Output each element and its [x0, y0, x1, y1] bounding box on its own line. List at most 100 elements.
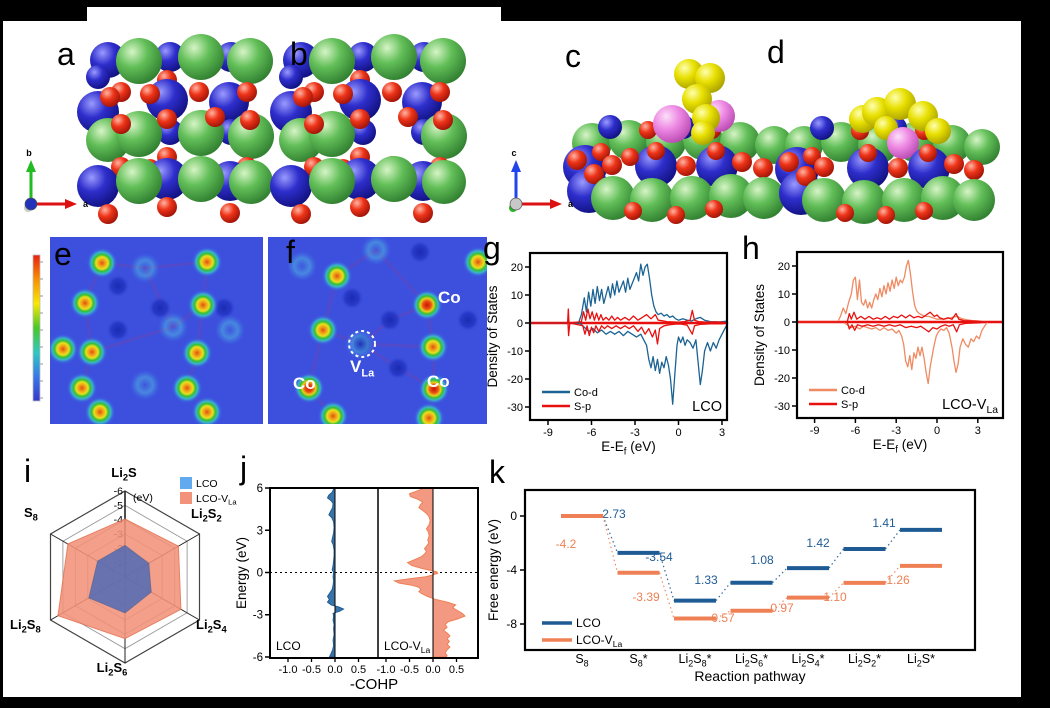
radar-chart: -1-2-3-4-5-6(eV)Li2SLi2S2Li2S4Li2S6Li2S8…: [10, 465, 237, 677]
structure-a: [77, 34, 274, 224]
panel-letter-b: b: [290, 36, 308, 72]
svg-text:0.0: 0.0: [327, 664, 342, 676]
svg-text:E-Ef (eV): E-Ef (eV): [873, 437, 927, 456]
svg-text:-COHP: -COHP: [350, 676, 398, 693]
svg-text:0: 0: [510, 509, 517, 523]
svg-text:S8: S8: [24, 505, 38, 522]
svg-text:-2.73: -2.73: [598, 507, 626, 521]
svg-text:Density of States: Density of States: [752, 284, 767, 386]
svg-text:3: 3: [719, 427, 725, 439]
svg-text:3: 3: [975, 425, 981, 437]
co-label-bottom-left: Co: [293, 374, 316, 393]
svg-text:-10: -10: [774, 345, 790, 357]
panel-letter-f: f: [286, 234, 295, 270]
svg-text:0.0: 0.0: [425, 664, 440, 676]
svg-text:Density of States: Density of States: [485, 285, 500, 387]
svg-text:Li2S8*: Li2S8*: [679, 652, 712, 668]
co-label-bottom-right: Co: [427, 372, 450, 391]
svg-text:Li2S2: Li2S2: [191, 506, 222, 523]
panel-letter-e: e: [54, 236, 72, 272]
svg-text:-9: -9: [543, 427, 553, 439]
panel-letter-j: j: [240, 450, 248, 486]
axis-triad-ca: ca: [509, 148, 574, 212]
svg-text:-30: -30: [507, 402, 523, 414]
free-energy-diagram: 0 -4 -8 -2.73 -3.54 1.33 1.08 1.42 1.41 -4.2 -3.39…: [486, 488, 977, 684]
panel-letter-g: g: [483, 230, 501, 266]
svg-text:a: a: [568, 199, 574, 209]
svg-text:Li2S2*: Li2S2*: [848, 652, 881, 668]
svg-text:1.41: 1.41: [872, 516, 896, 530]
svg-text:0.5: 0.5: [449, 664, 464, 676]
svg-text:-3: -3: [891, 425, 901, 437]
svg-text:a: a: [83, 199, 89, 209]
svg-text:Li2S8: Li2S8: [10, 617, 41, 634]
panel-letter-c: c: [565, 38, 581, 74]
svg-text:-6: -6: [253, 652, 263, 664]
svg-text:Free energy (eV): Free energy (eV): [486, 519, 501, 621]
svg-text:-5: -5: [114, 500, 123, 512]
svg-text:-20: -20: [774, 373, 790, 385]
svg-text:-4.2: -4.2: [556, 537, 577, 551]
svg-text:S-p: S-p: [574, 401, 591, 413]
svg-text:(eV): (eV): [133, 492, 153, 504]
svg-text:0: 0: [517, 318, 523, 330]
svg-text:0.57: 0.57: [711, 611, 735, 625]
svg-text:1.42: 1.42: [806, 536, 830, 550]
cohp-plot: -1.0 -0.5 0.0 0.5 LCO -1.0 -0.5 0.0 0.5 LCO-VLa -6…: [234, 483, 479, 693]
svg-text:-0.5: -0.5: [302, 664, 321, 676]
svg-text:-6: -6: [114, 486, 123, 498]
crystal-structures: [77, 34, 1000, 224]
svg-text:Li2S: Li2S: [111, 465, 137, 482]
heatmap-e: [50, 237, 263, 424]
svg-text:-0.5: -0.5: [400, 664, 419, 676]
svg-text:0: 0: [257, 568, 263, 580]
svg-text:LCO-VLa: LCO-VLa: [576, 633, 622, 649]
panel-letter-d: d: [767, 34, 785, 70]
vacancy-label-main: V: [350, 357, 362, 376]
svg-text:-30: -30: [774, 401, 790, 413]
svg-text:0.5: 0.5: [351, 664, 366, 676]
axis-triad-ab: ba: [24, 148, 89, 212]
svg-text:-1.0: -1.0: [377, 664, 396, 676]
svg-text:Li2S6: Li2S6: [97, 660, 128, 677]
svg-text:-8: -8: [506, 617, 517, 631]
panel-letter-h: h: [742, 230, 760, 266]
svg-text:10: 10: [778, 289, 790, 301]
heatmap-f: [268, 237, 487, 424]
structure-d: [775, 88, 1000, 224]
svg-text:Co-d: Co-d: [841, 385, 865, 397]
svg-text:c: c: [511, 148, 516, 158]
svg-text:0: 0: [675, 427, 681, 439]
panel-letter-a: a: [57, 36, 75, 72]
svg-text:3: 3: [257, 525, 263, 537]
svg-text:1.08: 1.08: [750, 553, 774, 567]
svg-text:LCO: LCO: [276, 639, 301, 653]
svg-text:-9: -9: [810, 425, 820, 437]
svg-text:LCO-VLa: LCO-VLa: [942, 397, 998, 416]
svg-text:10: 10: [511, 290, 523, 302]
svg-text:-3: -3: [630, 427, 640, 439]
svg-text:1.10: 1.10: [823, 590, 847, 604]
heatmap-colorbar: [32, 254, 43, 402]
svg-text:Co-d: Co-d: [574, 387, 598, 399]
svg-text:0: 0: [934, 425, 940, 437]
svg-text:6: 6: [257, 483, 263, 495]
svg-text:b: b: [26, 148, 32, 158]
svg-text:-20: -20: [507, 374, 523, 386]
panel-letter-k: k: [489, 454, 505, 490]
svg-text:-3: -3: [253, 610, 263, 622]
svg-text:0.97: 0.97: [770, 601, 794, 615]
svg-text:LCO-VLa: LCO-VLa: [384, 639, 430, 655]
svg-text:Li2S6*: Li2S6*: [735, 652, 768, 668]
svg-text:-1.0: -1.0: [279, 664, 298, 676]
svg-text:LCO-VLa: LCO-VLa: [196, 493, 237, 507]
structure-c: [563, 59, 793, 224]
svg-text:S8*: S8*: [629, 652, 647, 668]
svg-text:LCO: LCO: [196, 478, 218, 490]
svg-text:-4: -4: [114, 514, 123, 526]
svg-text:LCO: LCO: [692, 399, 722, 415]
